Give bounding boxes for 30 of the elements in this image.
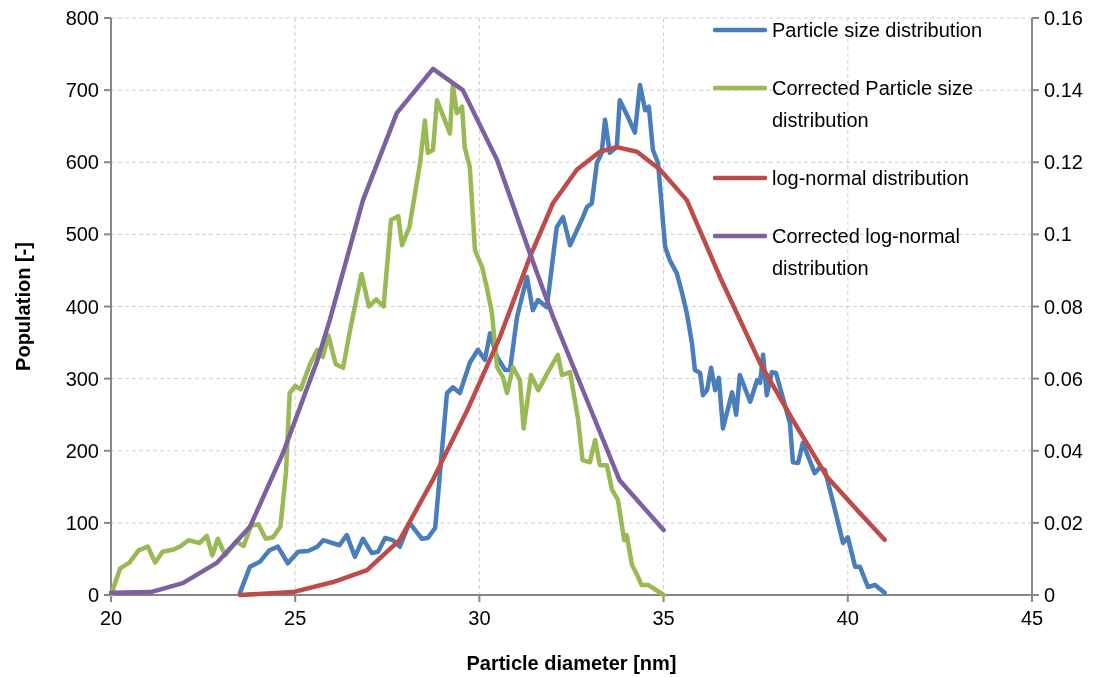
y-tick-label: 800 bbox=[65, 7, 99, 29]
x-tick-label: 35 bbox=[652, 607, 675, 629]
x-tick-label: 30 bbox=[468, 607, 491, 629]
legend-label: log-normal distribution bbox=[772, 167, 969, 189]
y2-tick-label: 0.1 bbox=[1044, 223, 1072, 246]
x-tick-label: 20 bbox=[99, 607, 123, 629]
y2-tick-label: 0 bbox=[1044, 584, 1056, 606]
y-tick-label: 700 bbox=[65, 79, 99, 102]
x-tick-label: 40 bbox=[836, 607, 859, 629]
y2-tick-label: 0.08 bbox=[1044, 295, 1083, 318]
y2-tick-label: 0.16 bbox=[1044, 7, 1083, 29]
y-tick-label: 300 bbox=[65, 367, 99, 390]
y-tick-label: 400 bbox=[65, 295, 99, 318]
x-axis-title: Particle diameter [nm] bbox=[466, 652, 677, 674]
y-axis-title: Population [-] bbox=[12, 242, 34, 371]
x-tick-label: 45 bbox=[1020, 607, 1044, 629]
y2-tick-label: 0.04 bbox=[1044, 439, 1083, 462]
y-tick-label: 200 bbox=[65, 439, 99, 462]
y2-tick-label: 0.02 bbox=[1044, 511, 1083, 534]
y-tick-label: 600 bbox=[65, 151, 99, 174]
legend-label: Corrected Particle size distribution bbox=[772, 77, 974, 131]
y-tick-label: 0 bbox=[87, 584, 99, 606]
legend-label: Corrected log-normal distribution bbox=[772, 225, 960, 279]
y2-tick-label: 0.12 bbox=[1044, 151, 1083, 174]
y-tick-label: 100 bbox=[65, 511, 99, 534]
x-tick-label: 25 bbox=[284, 607, 307, 629]
y2-tick-label: 0.06 bbox=[1044, 367, 1083, 390]
y2-tick-label: 0.14 bbox=[1044, 79, 1083, 102]
legend-label: Particle size distribution bbox=[772, 19, 983, 41]
y-tick-label: 500 bbox=[65, 223, 99, 246]
